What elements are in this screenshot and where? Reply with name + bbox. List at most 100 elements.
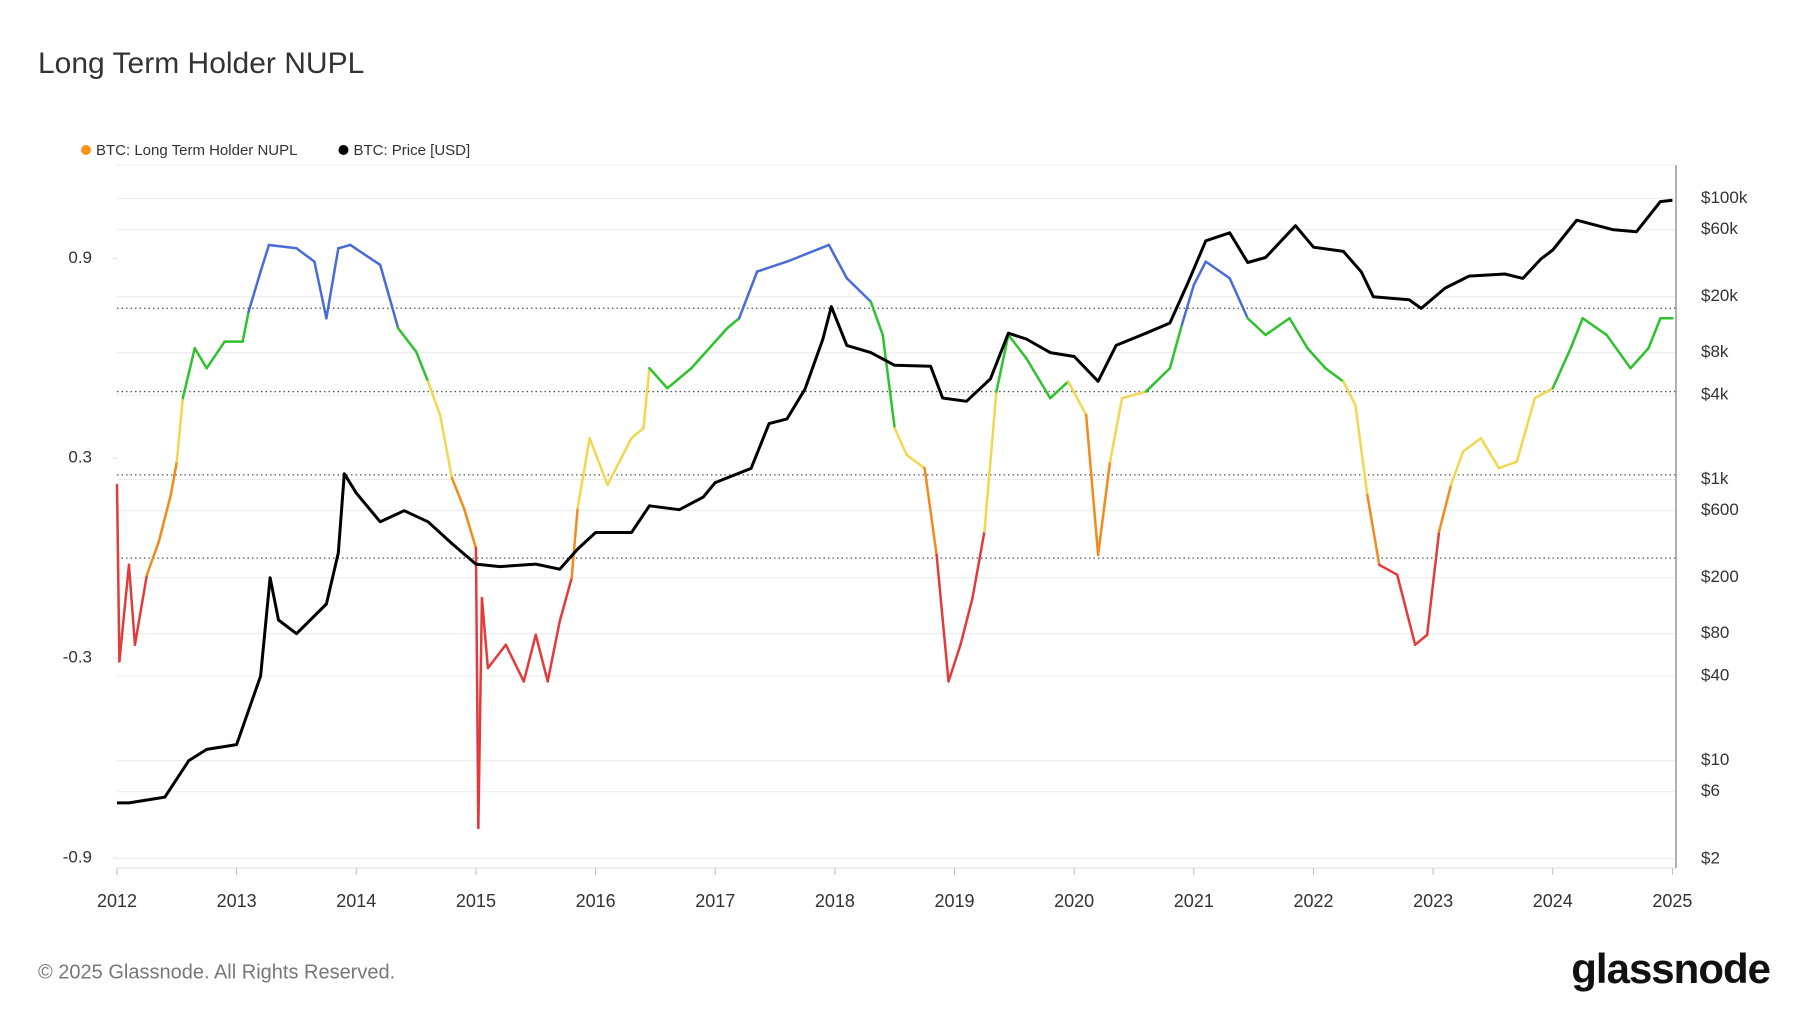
nupl-segment <box>827 243 849 280</box>
x-tick-label: 2022 <box>1293 891 1333 911</box>
nupl-segment <box>1246 317 1267 337</box>
nupl-segment <box>438 413 454 480</box>
legend-marker <box>338 145 349 155</box>
nupl-segment <box>1354 403 1369 497</box>
nupl-segment <box>1144 366 1172 393</box>
nupl-segment <box>1120 390 1148 400</box>
nupl-segment <box>1066 380 1088 417</box>
nupl-segment <box>642 366 651 430</box>
x-tick-label: 2024 <box>1533 891 1573 911</box>
y-tick-label: 0.3 <box>68 448 92 467</box>
nupl-segment <box>995 333 1010 393</box>
y2-tick-label: $60k <box>1701 219 1738 238</box>
nupl-segment <box>905 453 926 470</box>
nupl-segment <box>1378 563 1399 577</box>
nupl-segment <box>1629 346 1650 370</box>
brand-logo: glassnode <box>1571 945 1770 992</box>
y2-tick-label: $10 <box>1701 750 1729 769</box>
nupl-segment <box>1551 346 1572 390</box>
nupl-segment <box>127 563 137 647</box>
nupl-segment <box>193 346 208 370</box>
nupl-segment <box>295 247 316 263</box>
nupl-segment <box>1288 317 1309 350</box>
nupl-segment <box>630 426 645 440</box>
nupl-segment <box>1108 396 1124 463</box>
nupl-segment <box>1192 260 1208 287</box>
y2-tick-label: $80 <box>1701 623 1729 642</box>
y2-tick-label: $200 <box>1701 567 1739 586</box>
nupl-segment <box>522 633 538 683</box>
price-line <box>117 198 1673 805</box>
x-tick-label: 2014 <box>336 891 376 911</box>
nupl-segment <box>737 270 759 320</box>
nupl-segment <box>725 317 741 330</box>
nupl-segment <box>1025 356 1052 400</box>
nupl-segment <box>845 277 873 303</box>
nupl-segment <box>893 426 908 457</box>
nupl-segment <box>1324 366 1345 383</box>
nupl-segment <box>1479 436 1501 470</box>
nupl-segment <box>247 270 262 313</box>
x-tick-label: 2023 <box>1413 891 1453 911</box>
nupl-segment <box>1395 573 1417 647</box>
y2-tick-label: $600 <box>1701 500 1739 519</box>
nupl-segment <box>546 620 561 683</box>
nupl-segment <box>267 243 298 250</box>
y2-tick-label: $1k <box>1701 469 1729 488</box>
nupl-segment <box>1449 450 1465 487</box>
legend-label[interactable]: BTC: Price [USD] <box>353 142 470 159</box>
nupl-segment <box>1264 317 1291 337</box>
nupl-segment <box>145 540 161 577</box>
nupl-segment <box>558 576 573 623</box>
nupl-segment <box>1461 436 1483 453</box>
nupl-segment <box>1413 633 1429 647</box>
nupl-segment <box>349 243 382 267</box>
nupl-segment <box>325 247 340 320</box>
nupl-segment <box>313 260 328 320</box>
nupl-segment <box>755 260 789 273</box>
nupl-segment <box>396 327 418 353</box>
nupl-segment <box>175 396 185 463</box>
x-tick-label: 2016 <box>576 891 616 911</box>
x-tick-label: 2020 <box>1054 891 1094 911</box>
x-tick-label: 2018 <box>815 891 855 911</box>
nupl-segment <box>118 563 131 663</box>
nupl-segment <box>1647 317 1662 350</box>
nupl-segment <box>1096 460 1112 557</box>
nupl-segment <box>205 340 226 370</box>
legend-label[interactable]: BTC: Long Term Holder NUPL <box>96 142 297 159</box>
nupl-segment <box>378 263 400 330</box>
nupl-segment <box>169 460 179 497</box>
nupl-segment <box>606 436 633 487</box>
x-tick-label: 2017 <box>695 891 735 911</box>
y2-tick-label: $8k <box>1701 342 1729 361</box>
nupl-segment <box>1366 493 1381 567</box>
nupl-segment <box>414 350 430 383</box>
nupl-segment <box>1515 396 1537 463</box>
nupl-segment <box>504 643 526 683</box>
nupl-segment <box>241 310 250 343</box>
x-tick-label: 2015 <box>456 891 496 911</box>
nupl-segment <box>1569 317 1584 350</box>
nupl-segment <box>426 380 442 417</box>
nupl-segment <box>1581 317 1608 337</box>
nupl-segment <box>1168 323 1184 370</box>
nupl-segment <box>337 243 352 250</box>
nupl-segment <box>1049 380 1070 400</box>
nupl-segment <box>450 476 466 510</box>
nupl-segment <box>971 530 986 600</box>
y-tick-label: -0.9 <box>63 847 92 866</box>
y-tick-label: 0.9 <box>68 248 92 267</box>
nupl-segment <box>1228 277 1249 320</box>
nupl-segment <box>947 643 962 683</box>
nupl-segment <box>576 436 591 510</box>
nupl-segment <box>785 243 831 263</box>
x-tick-label: 2021 <box>1174 891 1214 911</box>
nupl-segment <box>690 327 729 370</box>
nupl-segment <box>462 506 478 550</box>
nupl-segment <box>1084 413 1100 557</box>
nupl-segment <box>1306 346 1327 370</box>
nupl-segment <box>923 466 938 557</box>
